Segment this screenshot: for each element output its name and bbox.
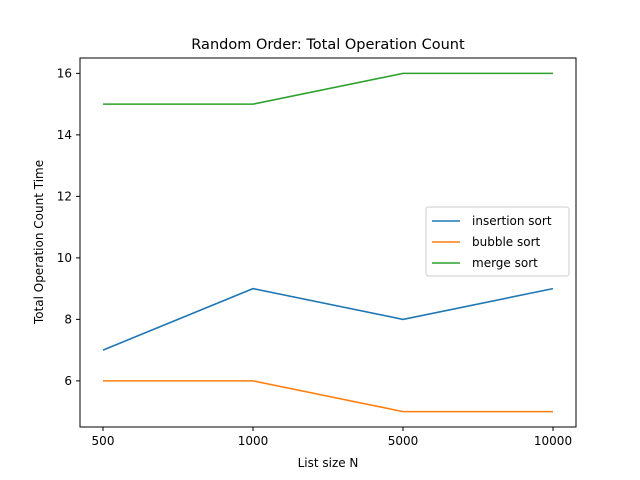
legend-entry: insertion sort	[432, 214, 552, 228]
legend-entry: bubble sort	[432, 235, 541, 249]
series-line-merge-sort	[103, 72, 553, 105]
y-tick-label: 8	[64, 312, 72, 326]
x-axis-label: List size N	[298, 456, 359, 470]
x-tick-label: 5000	[388, 434, 419, 448]
series-line-insertion-sort	[102, 287, 554, 351]
y-tick-label: 10	[57, 251, 72, 265]
x-tick-label: 1000	[238, 434, 269, 448]
legend-label: bubble sort	[472, 235, 541, 249]
legend-entry: merge sort	[432, 256, 538, 270]
legend-box	[425, 206, 570, 277]
y-tick-label: 12	[57, 189, 72, 203]
legend: insertion sort bubble sort merge sort	[425, 206, 570, 277]
series-lines	[102, 72, 554, 413]
chart-title: Random Order: Total Operation Count	[191, 37, 465, 53]
x-tick-label: 10000	[534, 434, 572, 448]
legend-label: insertion sort	[472, 214, 552, 228]
legend-label: merge sort	[472, 256, 538, 270]
plot-frame	[79, 57, 577, 428]
y-tick-label: 16	[57, 66, 72, 80]
x-axis: 500 1000 5000 10000	[92, 427, 572, 448]
y-axis: 6 8 10 12 14 16	[57, 66, 80, 388]
y-tick-label: 14	[57, 128, 72, 142]
series-line-bubble-sort	[103, 380, 553, 413]
y-tick-label: 6	[64, 374, 72, 388]
y-axis-label: Total Operation Count Time	[32, 160, 46, 325]
x-tick-label: 500	[92, 434, 115, 448]
